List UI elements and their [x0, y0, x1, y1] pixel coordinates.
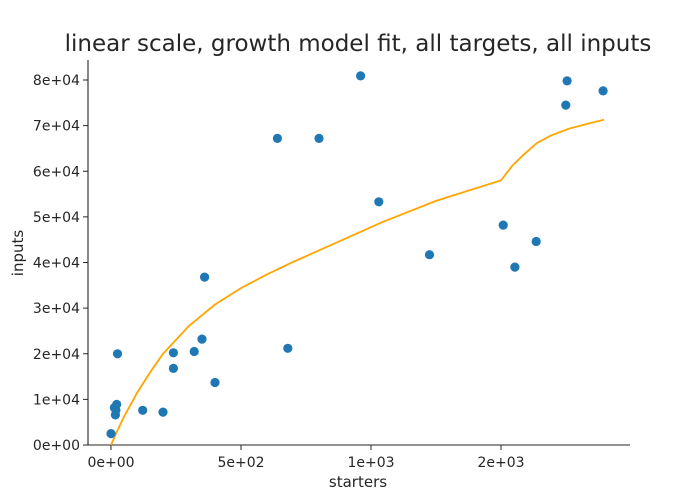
y-tick-label: 1e+04 [33, 392, 80, 408]
fit-layer [110, 118, 605, 446]
chart-title: linear scale, growth model fit, all targ… [65, 31, 652, 57]
y-tick-label: 0e+00 [33, 438, 80, 454]
x-tick-label: 1e+03 [347, 455, 394, 471]
scatter-point [562, 76, 572, 86]
y-ticks: 0e+00 1e+04 2e+04 3e+04 4e+04 5e+04 6e+04 7e+04… [33, 73, 88, 454]
x-axis-label: starters [329, 473, 387, 491]
scatter-point [138, 405, 148, 415]
scatter-point [200, 272, 210, 282]
y-tick-label: 8e+04 [33, 73, 80, 89]
scatter-point [531, 236, 541, 247]
scatter-point [374, 197, 384, 207]
y-tick-label: 3e+04 [33, 301, 80, 317]
y-tick-label: 7e+04 [33, 119, 80, 135]
scatter-point [598, 86, 608, 96]
scatter-point [510, 262, 520, 272]
scatter-point [272, 133, 282, 143]
scatter-point [189, 346, 199, 357]
scatter-point [112, 399, 122, 409]
x-tick-label: 5e+02 [217, 455, 264, 471]
x-tick-label: 2e+03 [477, 455, 524, 471]
x-ticks: 0e+00 5e+02 1e+03 2e+03 [87, 445, 525, 471]
y-tick-label: 5e+04 [33, 210, 80, 226]
scatter-point [356, 71, 366, 81]
y-tick-label: 4e+04 [33, 256, 80, 272]
point-layer [106, 71, 608, 439]
y-tick-label: 6e+04 [33, 164, 80, 180]
plot-area: 0e+00 1e+04 2e+04 3e+04 4e+04 5e+04 6e+04 7e+04… [33, 60, 630, 471]
scatter-point [561, 100, 571, 110]
y-tick-label: 2e+04 [33, 347, 80, 363]
scatter-point [106, 429, 116, 439]
scatter-point [424, 250, 435, 260]
scatter-point [283, 343, 293, 353]
scatter-point [197, 334, 207, 344]
scatter-point [112, 349, 123, 359]
scatter-point [168, 348, 178, 358]
scatter-point [498, 220, 508, 230]
scatter-point [168, 363, 178, 373]
y-axis-label: inputs [9, 230, 27, 277]
scatter-point [314, 133, 324, 143]
fit-line [110, 118, 605, 446]
x-tick-label: 0e+00 [87, 455, 134, 471]
scatter-point [210, 377, 220, 388]
scatter-point [158, 407, 168, 417]
